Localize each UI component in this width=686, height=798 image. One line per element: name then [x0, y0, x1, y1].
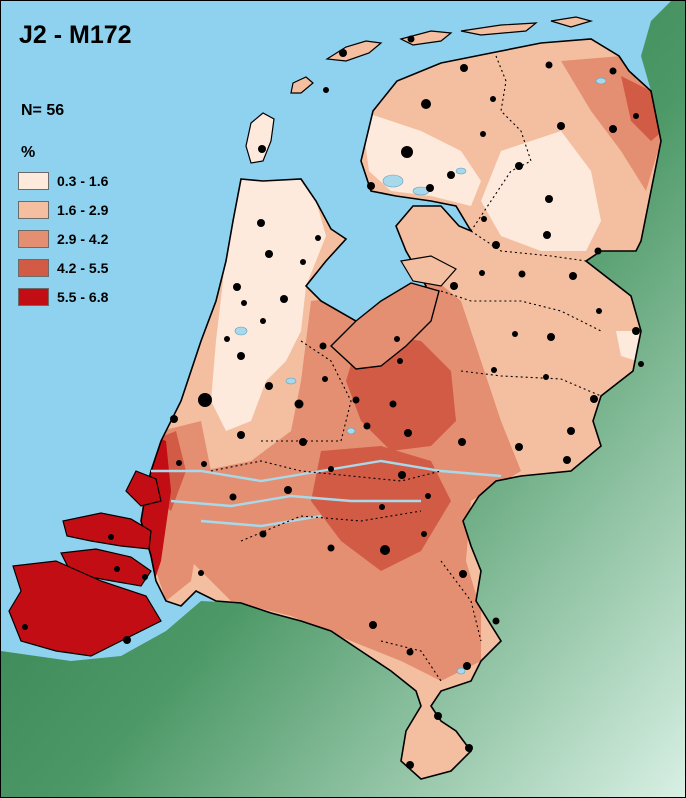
- legend-swatch: [18, 288, 49, 306]
- wadden-islands: [245, 16, 594, 164]
- legend-item: 4.2 - 5.5: [18, 258, 108, 278]
- legend-item: 0.3 - 1.6: [18, 171, 108, 191]
- zeeland-islands: [8, 470, 162, 657]
- zone-0.3-1.6-drenthe: [481, 131, 601, 251]
- zone-0.3-1.6-east: [616, 331, 641, 361]
- legend-label: 4.2 - 5.5: [57, 260, 109, 276]
- legend-label: 0.3 - 1.6: [57, 173, 109, 189]
- legend-swatch: [18, 259, 49, 277]
- zone-4.2-5.5-northeast: [621, 76, 661, 141]
- noordoostpolder: [400, 255, 457, 287]
- map-legend: 0.3 - 1.6 1.6 - 2.9 2.9 - 4.2 4.2 - 5.5 …: [18, 171, 108, 316]
- inland-waters: [234, 77, 607, 675]
- zone-0.3-1.6-west: [211, 171, 326, 431]
- legend-label: 1.6 - 2.9: [57, 202, 109, 218]
- legend-item: 2.9 - 4.2: [18, 229, 108, 249]
- map-title: J2 - M172: [19, 21, 132, 49]
- netherlands-landmass: [140, 38, 662, 780]
- legend-label: 5.5 - 6.8: [57, 289, 109, 305]
- sample-points: [22, 35, 644, 769]
- legend-item: 5.5 - 6.8: [18, 287, 108, 307]
- legend-swatch: [18, 172, 49, 190]
- rivers: [151, 459, 502, 528]
- sample-size-label: N= 56: [21, 102, 65, 119]
- legend-label: 2.9 - 4.2: [57, 231, 109, 247]
- legend-swatch: [18, 230, 49, 248]
- flevoland-polder: [329, 282, 440, 370]
- legend-item: 1.6 - 2.9: [18, 200, 108, 220]
- legend-swatch: [18, 201, 49, 219]
- legend-unit-label: %: [21, 144, 36, 161]
- province-borders: [210, 55, 602, 682]
